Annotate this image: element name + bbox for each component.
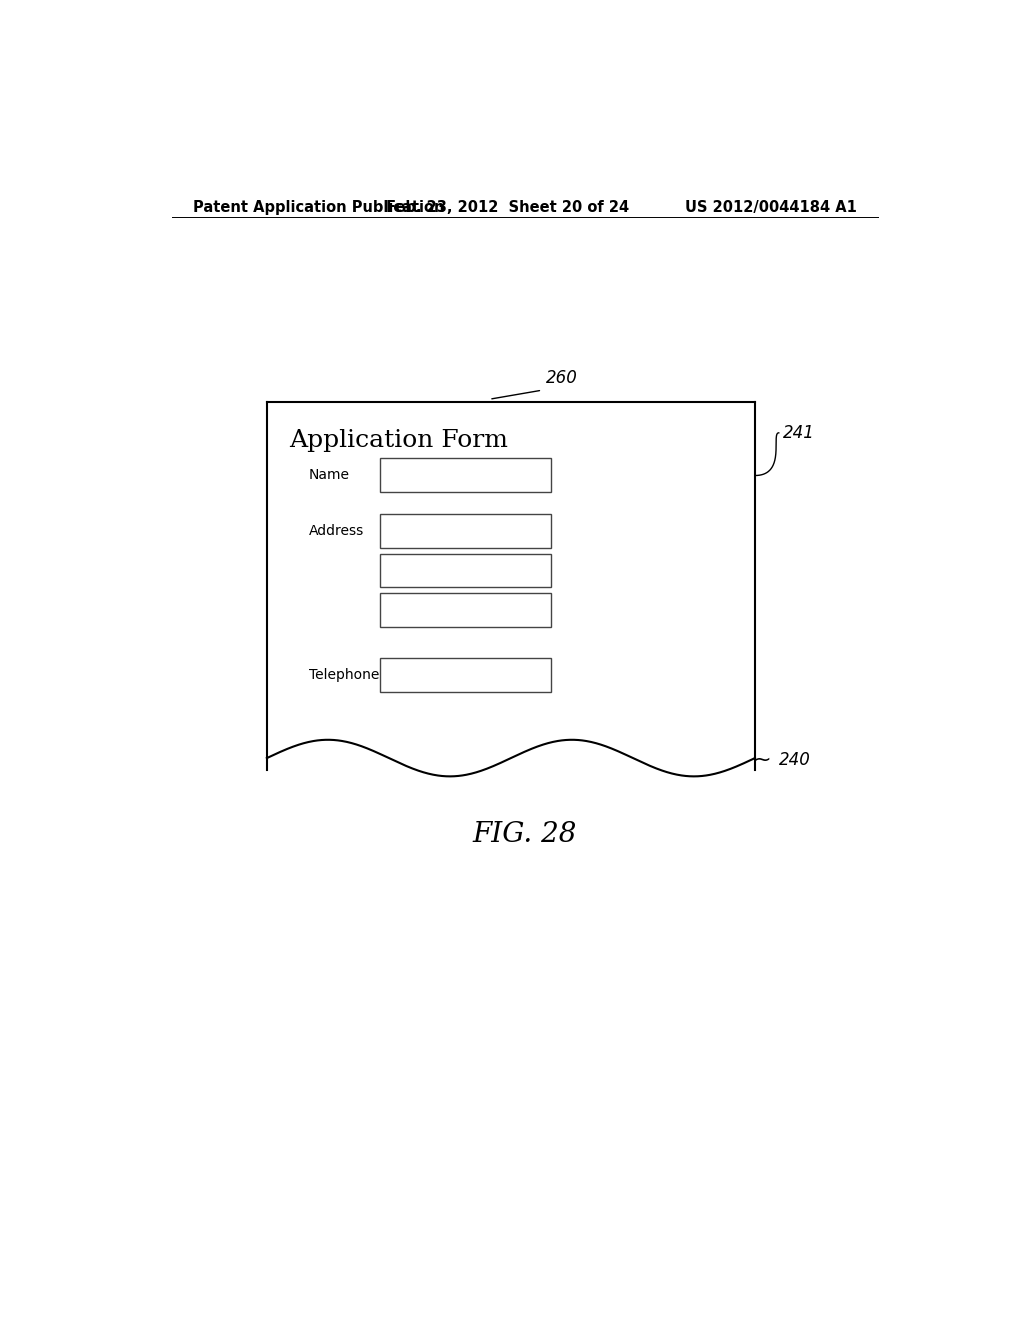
Text: Telephone: Telephone: [309, 668, 379, 682]
Bar: [380, 554, 551, 587]
Bar: [267, 403, 755, 758]
Text: 240: 240: [778, 751, 811, 770]
Bar: [380, 594, 551, 627]
Bar: [380, 458, 551, 492]
Text: Address: Address: [309, 524, 365, 539]
Text: Feb. 23, 2012  Sheet 20 of 24: Feb. 23, 2012 Sheet 20 of 24: [386, 199, 629, 215]
Text: 3 MAPLE ST: 3 MAPLE ST: [386, 521, 495, 540]
Text: ~: ~: [753, 750, 771, 770]
Text: Name: Name: [309, 469, 350, 482]
Text: 260: 260: [546, 370, 579, 387]
Text: JOHN CITIZEN: JOHN CITIZEN: [386, 466, 516, 484]
Bar: [380, 659, 551, 692]
Text: US 2012/0044184 A1: US 2012/0044184 A1: [685, 199, 856, 215]
Text: FIG. 28: FIG. 28: [473, 821, 577, 847]
Text: Application Form: Application Form: [289, 429, 508, 453]
Text: 241: 241: [782, 424, 815, 442]
Bar: [380, 513, 551, 548]
Text: Patent Application Publication: Patent Application Publication: [194, 199, 444, 215]
